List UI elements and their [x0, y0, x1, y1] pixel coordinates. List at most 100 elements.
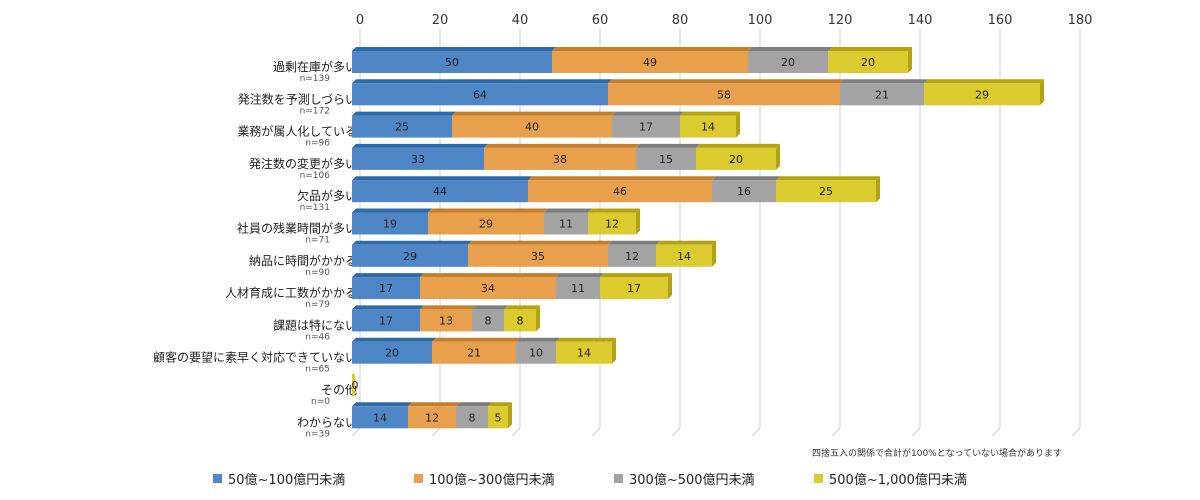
- bar-segment-top: [556, 337, 616, 342]
- bar-segment-top: [516, 337, 560, 342]
- legend-swatch: [414, 474, 423, 483]
- bar-segment: [352, 277, 420, 300]
- category-n-label: n=71: [305, 236, 330, 246]
- bar-segment-top: [600, 273, 672, 278]
- gridline-depth: [751, 427, 761, 437]
- x-tick-label: 180: [1068, 13, 1093, 28]
- bar-value-label: 17: [639, 121, 653, 134]
- category-n-label: n=172: [300, 106, 330, 116]
- bar-side: [908, 47, 912, 73]
- bar-segment-top: [352, 47, 556, 51]
- category-label: わからない: [297, 415, 357, 429]
- bar-side: [1040, 79, 1044, 106]
- bar-value-label: 50: [445, 56, 459, 69]
- x-tick-label: 20: [432, 13, 449, 28]
- bar-segment-top: [696, 143, 780, 148]
- bar-segment: [352, 212, 428, 235]
- bar-segment: [556, 341, 612, 364]
- bar-side: [536, 305, 540, 332]
- legend-label: 300億~500億円未満: [629, 473, 755, 488]
- category-label: 発注数の変更が多い: [249, 156, 357, 171]
- bar-segment: [588, 212, 636, 235]
- chart-legend: 50億~100億円未満 100億~300億円未満 300億~500億円未満 50…: [213, 469, 1113, 489]
- bar-value-label: 17: [627, 282, 641, 295]
- bar-segment: [556, 277, 600, 300]
- x-tick-label: 40: [512, 13, 529, 28]
- bar-segment: [352, 309, 420, 332]
- bar-segment-top: [352, 273, 424, 278]
- bar-segment-top: [680, 111, 740, 116]
- x-tick-label: 0: [356, 13, 364, 28]
- bar-value-label: 12: [625, 250, 639, 263]
- bar-value-label: 16: [737, 185, 751, 198]
- bar-value-label: 10: [529, 347, 543, 360]
- x-tick-label: 80: [672, 13, 689, 28]
- bar-segment-top: [552, 47, 752, 51]
- category-n-label: n=39: [305, 429, 330, 439]
- bar-side: [508, 402, 512, 429]
- bar-segment-top: [544, 208, 592, 213]
- bar-segment: [608, 244, 656, 267]
- bar-segment: [420, 309, 472, 332]
- bar-segment: [696, 147, 776, 170]
- gridline-depth: [991, 427, 1001, 437]
- bar-segment: [776, 180, 876, 203]
- bar-segment: [608, 83, 840, 106]
- gridline-depth: [831, 427, 841, 437]
- bar-segment: [352, 341, 432, 364]
- bar-segment-top: [656, 240, 716, 245]
- gridline-depth: [671, 427, 681, 437]
- bar-value-label: 20: [781, 56, 795, 69]
- bar-segment: [472, 309, 504, 332]
- rounding-note: 四捨五入の関係で合計が100%となっていない場合があります: [812, 449, 1063, 459]
- category-n-label: n=79: [305, 300, 330, 310]
- category-n-label: n=139: [300, 74, 331, 84]
- bar-side: [712, 240, 716, 267]
- category-n-label: n=96: [305, 139, 330, 149]
- bar-segment-top: [488, 402, 512, 407]
- bar-value-label: 29: [975, 88, 989, 101]
- bar-segment-top: [588, 208, 640, 213]
- bar-zero-marker: [352, 374, 355, 396]
- bar-value-label: 20: [861, 56, 875, 69]
- legend-swatch: [814, 474, 823, 483]
- bar-segment: [468, 244, 608, 267]
- category-label: 欠品が多い: [297, 188, 357, 203]
- bar-segment: [552, 51, 748, 73]
- bar-side: [876, 176, 880, 203]
- bar-value-label: 25: [395, 121, 409, 134]
- bar-value-label: 38: [553, 153, 567, 166]
- bar-side: [776, 143, 780, 170]
- bar-side: [612, 337, 616, 364]
- bar-segment: [612, 115, 680, 138]
- category-n-label: n=0: [311, 397, 330, 407]
- bar-segment: [504, 309, 536, 332]
- gridline-depth: [1071, 427, 1081, 437]
- bar-value-label: 35: [531, 250, 545, 263]
- bar-value-label: 21: [875, 88, 889, 101]
- category-n-label: n=65: [305, 365, 330, 375]
- bar-value-label: 20: [729, 153, 743, 166]
- bar-side: [636, 208, 640, 235]
- bar-segment: [924, 83, 1040, 106]
- category-label: 発注数を予測しづらい: [238, 91, 357, 106]
- bar-segment-top: [924, 79, 1044, 84]
- gridline-depth: [431, 427, 441, 437]
- category-label: 業務が属人化している: [237, 124, 357, 139]
- bar-value-label: 64: [473, 88, 487, 101]
- bar-segment-top: [748, 47, 832, 51]
- bar-segment-top: [352, 143, 488, 148]
- gridline-depth: [911, 427, 921, 437]
- bar-segment-top: [352, 79, 612, 84]
- bar-value-label: 13: [439, 314, 453, 327]
- legend-item-500-1000: 500億~1,000億円未満: [814, 469, 967, 488]
- bar-value-label: 21: [467, 347, 481, 360]
- bar-segment: [452, 115, 612, 138]
- bar-segment: [408, 406, 456, 429]
- category-label: 過剰在庫が多い: [273, 59, 357, 74]
- bar-value-label: 11: [559, 218, 573, 231]
- bar-value-label: 11: [571, 282, 585, 295]
- bar-value-label: 44: [433, 185, 447, 198]
